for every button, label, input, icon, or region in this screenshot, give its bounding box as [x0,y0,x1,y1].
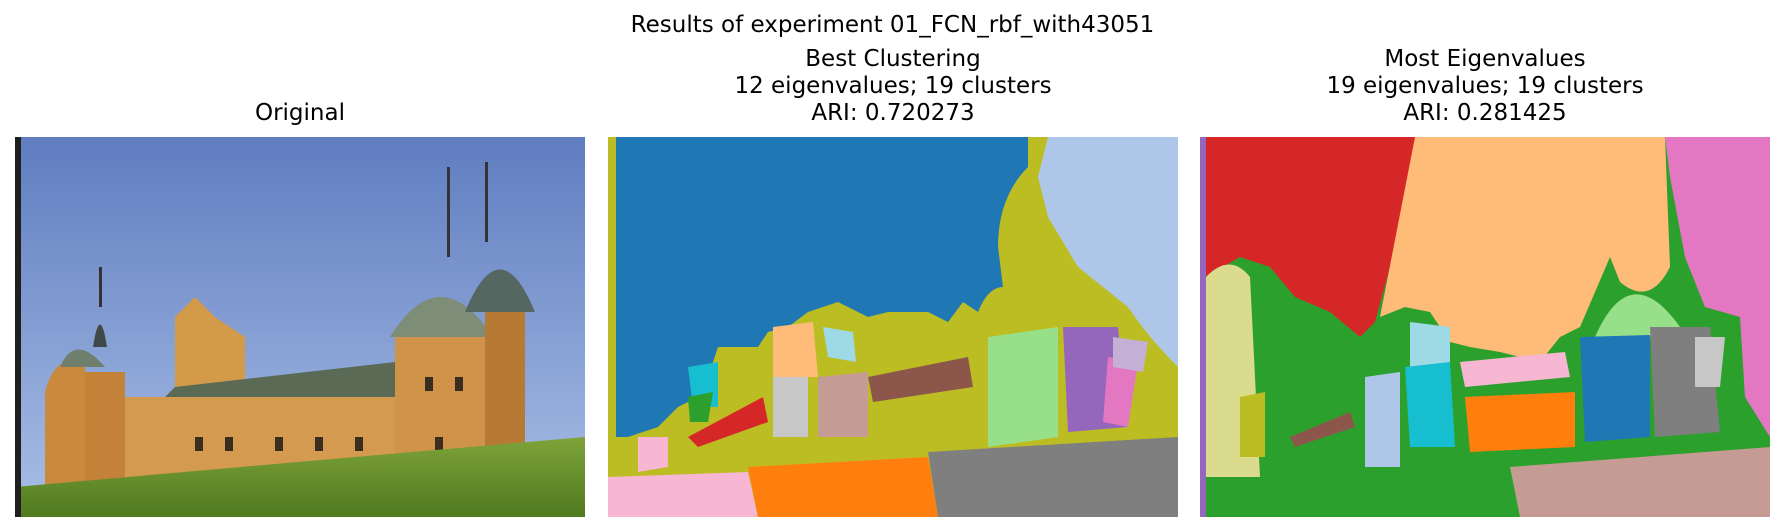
figure-suptitle: Results of experiment 01_FCN_rbf_with430… [630,12,1155,38]
panel-most-title-line: ARI: 0.281425 [1403,100,1567,126]
cluster-peach [773,322,818,377]
right-spire-tip-2 [485,162,488,242]
cluster-orange [1465,392,1575,452]
cluster-brown [868,357,973,402]
cluster-lavender [1113,337,1148,372]
cluster-salmon [638,437,668,472]
cluster-blue [1580,335,1650,442]
panel-most-title-line: 19 eigenvalues; 19 clusters [1326,73,1644,99]
panel-most-title: Most Eigenvalues 19 eigenvalues; 19 clus… [1200,46,1770,127]
cluster-sky-blue [616,137,1028,437]
cluster-pink [1103,357,1138,427]
left-spire [93,324,107,347]
cluster-lightpink [1460,352,1570,387]
cluster-red [688,397,768,447]
cluster-gray-light-1 [773,362,808,437]
panel-original-image [15,137,585,517]
best-clustering-map [608,137,1178,517]
panel-best-title: Best Clustering 12 eigenvalues; 19 clust… [608,46,1178,127]
cluster-gray-ground [928,437,1178,517]
cluster-green [688,392,713,422]
cluster-brown [1290,412,1355,447]
left-tower [45,360,85,487]
right-spire-tip [447,167,450,257]
left-dark-edge [15,137,21,517]
cluster-rosybrown-ground [1510,447,1770,517]
right-dome-2 [465,269,535,312]
cluster-lightblue [1038,137,1178,367]
right-dome [390,297,493,337]
cluster-purple-edge [1200,137,1206,517]
left-block [85,372,125,487]
cluster-pink-sky [1665,137,1770,437]
cluster-peach-sky [1380,137,1670,362]
left-spire-tip [99,267,102,307]
cluster-olive [1240,392,1265,457]
left-tower-dome [60,349,105,367]
cluster-pink-ground [608,472,758,517]
cluster-lightgreen-dome [1595,294,1680,337]
castle-photo [15,137,585,517]
cluster-lightgreen [988,327,1058,447]
cluster-orange-ground [748,457,938,517]
windows [195,377,463,451]
cluster-red-sky [1206,137,1415,337]
panel-best-segmentation [608,137,1178,517]
panel-most-segmentation [1200,137,1770,517]
panel-best-title-line: Best Clustering [805,46,981,72]
panel-most-title-line: Most Eigenvalues [1384,46,1586,72]
cluster-rosybrown [818,372,868,437]
cluster-lightcyan [823,327,856,362]
panel-best-title-line: ARI: 0.720273 [811,100,975,126]
cluster-lightblue [1365,372,1400,467]
grass-hill [15,437,585,517]
most-eigenvalues-map [1200,137,1770,517]
panel-best-title-line: 12 eigenvalues; 19 clusters [734,73,1052,99]
cluster-cyan [1405,362,1455,447]
panel-original-title-line: Original [254,100,345,126]
cluster-lightgray [1695,337,1725,387]
panel-original-title: Original [15,100,585,127]
cluster-lightcyan [1410,322,1450,372]
